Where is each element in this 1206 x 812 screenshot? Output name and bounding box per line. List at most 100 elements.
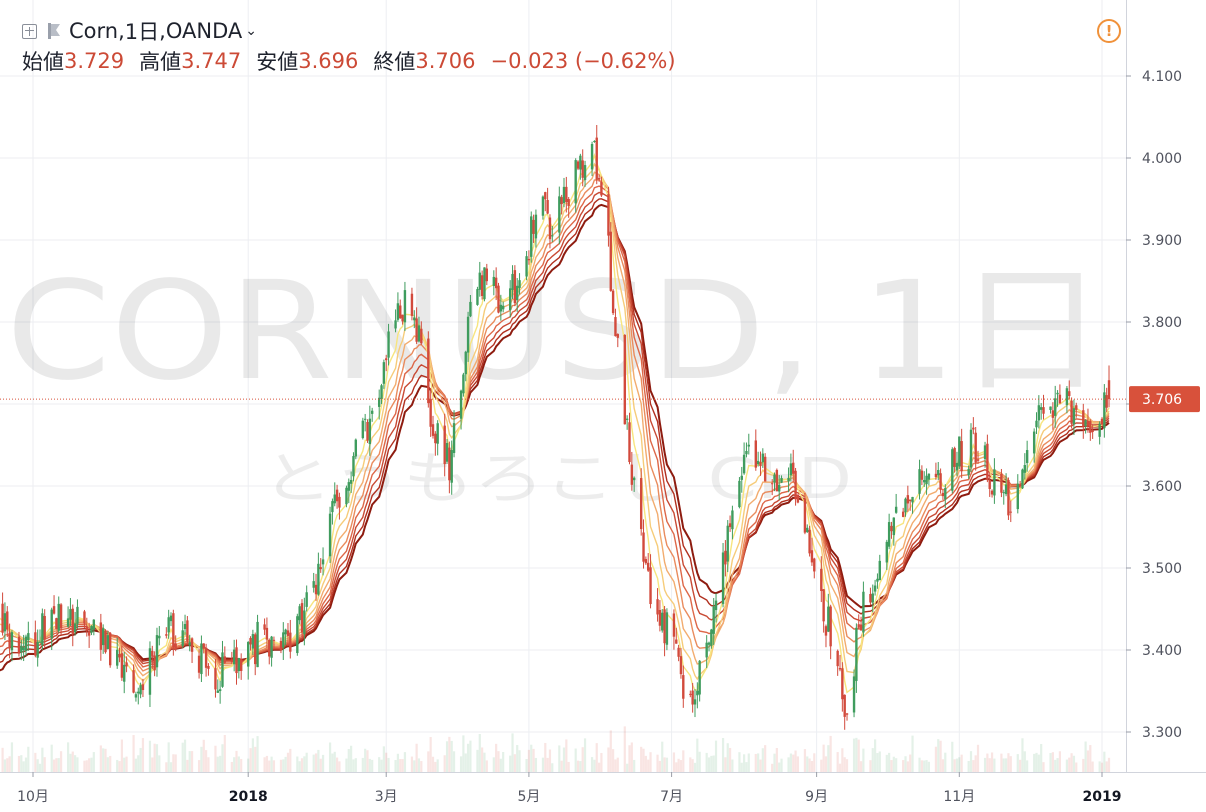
volume-bar (190, 751, 194, 772)
candle-body (754, 440, 758, 468)
candle-body (431, 424, 435, 436)
open-label: 始値 (22, 50, 64, 74)
candle (148, 641, 152, 707)
last-price-badge (1129, 386, 1200, 413)
candle-body (167, 617, 170, 633)
candle (944, 484, 947, 509)
candle (403, 281, 407, 332)
volume-bar (1023, 751, 1026, 772)
candle-body (675, 639, 678, 644)
candle (1039, 403, 1043, 420)
volume-bar (43, 757, 46, 772)
volume-bar (1004, 758, 1008, 772)
candle-body (333, 494, 336, 504)
volume-bar (944, 752, 947, 772)
candle (17, 631, 21, 657)
symbol-name[interactable]: Corn (69, 19, 119, 43)
volume-bar (85, 760, 88, 772)
exchange-label[interactable]: OANDA (165, 19, 243, 43)
candle-body (988, 480, 991, 489)
candle (906, 485, 910, 512)
candle (303, 597, 306, 646)
volume-bar (10, 742, 14, 772)
candle (1082, 403, 1085, 439)
volume-bar (66, 742, 70, 772)
volume-bar (1091, 761, 1094, 772)
candle-body (380, 385, 383, 400)
candle-body (724, 550, 727, 565)
candle-body (1065, 388, 1069, 406)
candle-body (459, 390, 463, 419)
candle (614, 308, 617, 337)
candle-body (174, 643, 177, 648)
interval-label[interactable]: 1日 (124, 20, 160, 44)
candle (647, 553, 650, 572)
volume-bar (609, 730, 612, 772)
candle-body (251, 634, 255, 649)
candle (714, 593, 718, 623)
candle-body (448, 447, 451, 481)
candle-body (38, 641, 42, 643)
candle-body (593, 141, 596, 143)
candle-body (190, 638, 194, 652)
candle-body (165, 634, 168, 636)
volume-bar (885, 754, 888, 772)
candle-body (558, 196, 561, 233)
volume-bar (892, 756, 895, 772)
candle-body (623, 334, 627, 425)
volume-bar (445, 741, 449, 772)
candle-body (820, 568, 823, 592)
volume-bar (724, 757, 727, 772)
candle (953, 446, 956, 473)
volume-bar (1084, 741, 1087, 772)
candle (1051, 402, 1055, 430)
volume-bar (328, 742, 332, 772)
candle-body (382, 362, 386, 384)
candle-body (494, 277, 498, 289)
volume-bar (8, 756, 11, 772)
volume-bar (810, 760, 814, 772)
candle (321, 547, 325, 576)
candle-body (443, 425, 446, 465)
candle-body (625, 418, 629, 420)
candle-body (1051, 410, 1055, 418)
close-label: 終値 (373, 50, 416, 74)
candle (106, 631, 110, 650)
volume-bar (125, 756, 128, 772)
alert-icon[interactable]: ! (1097, 19, 1121, 43)
volume-bar (151, 757, 154, 772)
candle-body (838, 668, 842, 670)
candle-body (614, 317, 617, 337)
candle-body (232, 649, 236, 665)
volume-bar (967, 761, 970, 772)
candle-body (1100, 418, 1104, 425)
candle (859, 616, 863, 631)
candle-body (976, 459, 980, 461)
candle-body (824, 626, 828, 636)
candle (707, 641, 711, 652)
candle-body (770, 483, 774, 485)
candle (518, 273, 521, 295)
candle (1009, 500, 1012, 523)
chevron-down-icon[interactable]: ⌄ (245, 23, 257, 39)
candle-body (71, 608, 74, 634)
candle (1103, 384, 1106, 438)
volume-bar (857, 739, 860, 772)
candle-body (712, 606, 715, 634)
candle-body (317, 563, 320, 595)
volume-bar (319, 758, 322, 772)
volume-bar (298, 761, 301, 772)
candle-body (1070, 400, 1073, 424)
candle (838, 654, 842, 672)
candle (1100, 417, 1104, 426)
candle-body (188, 642, 191, 646)
last-price-label: 3.706 (1142, 392, 1182, 408)
volume-bar (843, 757, 846, 772)
volume-bar (874, 739, 877, 772)
expand-icon[interactable] (22, 23, 37, 39)
candle-body (894, 506, 898, 513)
candle (1016, 474, 1019, 514)
candle (705, 635, 708, 669)
ma-line-17 (0, 185, 1110, 668)
